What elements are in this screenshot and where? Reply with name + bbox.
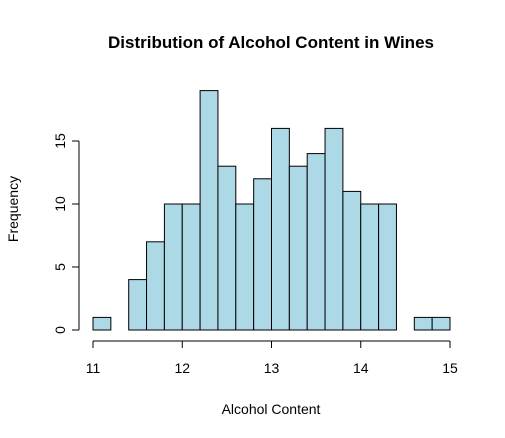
y-axis: 0 5 10 15 [52,133,80,334]
histogram-bar-0 [92,316,112,331]
histogram-bar-15 [360,203,380,331]
x-tick-label-0: 11 [86,360,101,376]
x-tick-label-3: 14 [353,360,369,376]
histogram-bar-19 [431,316,451,331]
histogram-bar-4 [163,203,183,331]
histogram-bar-7 [217,165,237,331]
bars-group [92,90,451,331]
histogram-bar-12 [306,153,326,331]
y-tick-label-1: 5 [52,263,68,271]
histogram-bar-3 [146,241,165,331]
histogram-bar-8 [235,203,255,331]
histogram-bar-18 [413,316,433,331]
chart-title: Distribution of Alcohol Content in Wines [108,33,434,52]
y-tick-label-2: 10 [52,196,68,212]
x-axis: 11 12 13 14 15 [86,340,458,376]
histogram-bar-2 [128,279,148,331]
y-tick-label-0: 0 [52,326,68,334]
histogram-bar-11 [288,165,308,331]
x-tick-label-1: 12 [174,360,190,376]
x-axis-label: Alcohol Content [222,401,321,417]
histogram-bar-16 [378,203,397,331]
x-tick-label-4: 15 [442,360,458,376]
histogram-bar-10 [271,127,290,331]
y-tick-label-3: 15 [52,133,68,149]
histogram-bar-13 [324,127,344,331]
x-tick-label-2: 13 [264,360,280,376]
histogram-bar-14 [342,190,362,331]
histogram-bar-6 [199,90,219,331]
y-axis-label: Frequency [5,176,21,242]
histogram-bar-5 [181,203,201,331]
histogram-bar-9 [253,178,272,331]
